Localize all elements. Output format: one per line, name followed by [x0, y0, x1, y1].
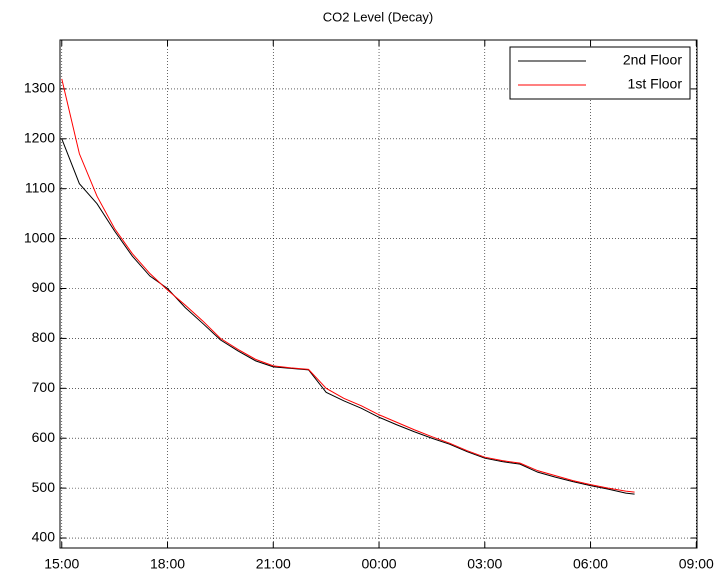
x-tick-label: 06:00: [573, 556, 608, 572]
x-tick-label: 15:00: [44, 556, 79, 572]
y-tick-label: 800: [32, 329, 56, 345]
y-tick-label: 600: [32, 429, 56, 445]
chart-title: CO2 Level (Decay): [323, 9, 434, 24]
y-tick-label: 1000: [24, 229, 55, 245]
x-tick-label: 09:00: [679, 556, 714, 572]
legend-box: [509, 46, 691, 100]
legend-label: 2nd Floor: [623, 52, 682, 68]
x-tick-label: 00:00: [362, 556, 397, 572]
x-tick-label: 21:00: [256, 556, 291, 572]
y-tick-label: 500: [32, 479, 56, 495]
y-tick-label: 1200: [24, 130, 55, 146]
series-line: [61, 138, 635, 495]
y-tick-label: 1100: [25, 179, 55, 195]
legend-label: 1st Floor: [628, 76, 683, 92]
plot-frame: [59, 39, 698, 549]
x-tick-label: 03:00: [467, 556, 502, 572]
x-tick-label: 18:00: [150, 556, 185, 572]
y-tick-label: 900: [32, 279, 56, 295]
y-tick-label: 400: [32, 529, 56, 545]
series-line: [61, 78, 635, 493]
y-tick-label: 1300: [24, 80, 55, 96]
y-tick-label: 700: [32, 379, 56, 395]
